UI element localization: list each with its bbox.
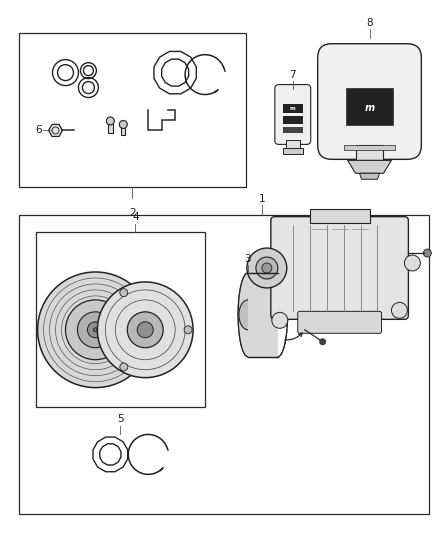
Circle shape <box>120 363 128 371</box>
Text: 3: 3 <box>244 254 251 264</box>
Circle shape <box>88 322 103 338</box>
FancyBboxPatch shape <box>275 85 311 144</box>
FancyBboxPatch shape <box>298 311 381 333</box>
Bar <box>356 146 384 160</box>
Circle shape <box>120 289 128 297</box>
Circle shape <box>256 257 278 279</box>
Ellipse shape <box>238 273 258 357</box>
Bar <box>108 124 113 133</box>
Circle shape <box>38 272 153 387</box>
Bar <box>283 127 303 133</box>
Bar <box>35 232 205 407</box>
Bar <box>121 127 125 135</box>
Bar <box>19 215 429 514</box>
Circle shape <box>93 328 97 332</box>
Circle shape <box>106 117 114 125</box>
Circle shape <box>78 312 113 348</box>
Bar <box>286 140 300 148</box>
Bar <box>310 209 370 223</box>
Circle shape <box>97 282 193 378</box>
Ellipse shape <box>239 300 257 330</box>
Circle shape <box>262 263 272 273</box>
Bar <box>19 33 246 187</box>
Text: m: m <box>290 106 296 111</box>
Text: 1: 1 <box>258 194 265 204</box>
Text: 7: 7 <box>290 70 296 79</box>
Text: 4: 4 <box>132 212 138 222</box>
Bar <box>346 87 393 125</box>
Circle shape <box>127 312 163 348</box>
Circle shape <box>184 326 192 334</box>
Text: 2: 2 <box>129 208 136 218</box>
Polygon shape <box>360 173 379 179</box>
Circle shape <box>66 300 125 360</box>
Bar <box>283 148 303 155</box>
Text: m: m <box>364 102 374 112</box>
Bar <box>283 103 303 114</box>
Bar <box>283 117 303 124</box>
Polygon shape <box>348 160 392 173</box>
Circle shape <box>392 302 407 318</box>
Circle shape <box>404 255 420 271</box>
Circle shape <box>247 248 287 288</box>
Circle shape <box>320 339 326 345</box>
Bar <box>343 146 396 150</box>
Text: 5: 5 <box>117 415 124 424</box>
Bar <box>248 273 278 357</box>
Polygon shape <box>49 124 63 136</box>
Circle shape <box>119 120 127 128</box>
Text: 8: 8 <box>366 18 373 28</box>
FancyBboxPatch shape <box>318 44 421 159</box>
Circle shape <box>424 249 431 257</box>
Text: 6: 6 <box>35 125 42 135</box>
Circle shape <box>137 322 153 338</box>
Circle shape <box>272 312 288 328</box>
FancyBboxPatch shape <box>271 216 408 319</box>
